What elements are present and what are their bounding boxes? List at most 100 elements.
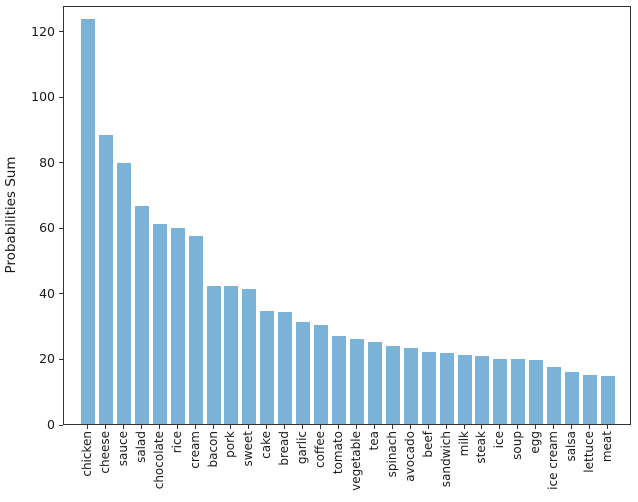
bar-garlic [296, 322, 311, 424]
x-tick-label-beef: beef [420, 431, 435, 458]
x-tick-label-bread: bread [277, 431, 292, 466]
x-tick-mark [122, 425, 124, 429]
bar-steak [475, 355, 490, 424]
bar-salad [134, 205, 149, 424]
x-tick-label-milk: milk [456, 431, 471, 457]
x-tick-label-garlic: garlic [295, 431, 310, 465]
bar-lettuce [583, 375, 598, 424]
x-tick-label-cream: cream [187, 431, 202, 469]
x-tick-mark [284, 425, 286, 429]
x-tick-label-rice: rice [169, 431, 184, 454]
x-tick-label-egg: egg [528, 431, 543, 454]
y-tick-label: 40 [39, 285, 55, 301]
x-tick-mark [499, 425, 501, 429]
x-tick-mark [481, 425, 483, 429]
bar-ice-cream [547, 366, 562, 424]
x-tick-mark [373, 425, 375, 429]
x-tick-label-sweet: sweet [241, 431, 256, 467]
bar-cake [260, 310, 275, 424]
plot-area [63, 6, 631, 425]
x-tick-mark [607, 425, 608, 429]
x-tick-mark [391, 425, 393, 429]
bar-rice [170, 228, 185, 424]
x-tick-label-bacon: bacon [205, 431, 220, 468]
bar-meat [601, 376, 615, 424]
bar-avocado [403, 347, 418, 424]
x-tick-label-tea: tea [366, 431, 381, 451]
y-tick-label: 80 [39, 154, 55, 170]
bar-spinach [385, 345, 400, 424]
y-tick-label: 60 [39, 220, 55, 236]
y-tick-mark [59, 424, 63, 426]
y-axis-label: Probabilities Sum [3, 156, 19, 274]
x-tick-mark [355, 425, 357, 429]
y-tick-label: 120 [31, 23, 55, 39]
y-tick-mark [59, 293, 63, 295]
x-tick-label-cheese: cheese [97, 431, 112, 474]
x-tick-mark [320, 425, 322, 429]
x-tick-label-pork: pork [223, 431, 238, 458]
x-tick-mark [230, 425, 232, 429]
x-tick-label-avocado: avocado [402, 431, 417, 482]
y-tick-mark [59, 31, 63, 33]
x-tick-label-ice: ice [492, 431, 507, 449]
y-tick-mark [59, 96, 63, 98]
x-tick-mark [553, 425, 555, 429]
bar-pork [224, 285, 239, 424]
bar-beef [421, 351, 436, 424]
bar-tomato [332, 336, 347, 424]
bar-soup [511, 359, 526, 424]
x-tick-label-salad: salad [133, 431, 148, 463]
bar-tea [367, 341, 382, 424]
bar-bread [278, 311, 293, 424]
bar-sweet [242, 289, 257, 424]
x-tick-mark [212, 425, 214, 429]
x-tick-mark [409, 425, 411, 429]
x-tick-label-vegetable: vegetable [348, 431, 363, 491]
x-tick-mark [266, 425, 268, 429]
y-tick-mark [59, 162, 63, 164]
bar-vegetable [349, 338, 364, 424]
x-tick-label-spinach: spinach [384, 431, 399, 478]
x-tick-mark [248, 425, 250, 429]
bar-sandwich [439, 352, 454, 424]
bar-coffee [314, 325, 329, 424]
x-tick-label-coffee: coffee [313, 431, 328, 468]
x-tick-label-salsa: salsa [564, 431, 579, 462]
bar-cheese [98, 134, 113, 424]
bar-cream [188, 236, 203, 424]
x-tick-mark [158, 425, 160, 429]
x-tick-label-lettuce: lettuce [582, 431, 597, 473]
bar-ice [493, 358, 508, 424]
bar-egg [529, 359, 544, 424]
bar-sauce [116, 163, 131, 424]
x-tick-label-cake: cake [259, 431, 274, 459]
x-tick-label-meat: meat [600, 431, 614, 463]
x-tick-mark [176, 425, 178, 429]
x-tick-mark [589, 425, 591, 429]
x-tick-label-soup: soup [510, 431, 525, 460]
x-tick-mark [535, 425, 537, 429]
x-tick-mark [445, 425, 447, 429]
x-tick-mark [571, 425, 573, 429]
x-tick-mark [302, 425, 304, 429]
bar-bacon [206, 285, 221, 424]
y-tick-label: 20 [39, 351, 55, 367]
bar-milk [457, 355, 472, 424]
bar-chocolate [152, 224, 167, 424]
x-tick-mark [140, 425, 142, 429]
x-tick-mark [427, 425, 429, 429]
x-tick-label-chicken: chicken [80, 431, 94, 477]
x-tick-mark [463, 425, 465, 429]
y-tick-mark [59, 358, 63, 360]
y-tick-mark [59, 227, 63, 229]
x-tick-mark [87, 425, 88, 429]
x-tick-label-sauce: sauce [115, 431, 130, 467]
x-tick-mark [338, 425, 340, 429]
x-tick-label-chocolate: chocolate [151, 431, 166, 490]
x-tick-label-tomato: tomato [331, 431, 346, 475]
y-tick-label: 0 [47, 417, 55, 432]
x-tick-mark [517, 425, 519, 429]
x-tick-label-steak: steak [474, 431, 489, 464]
